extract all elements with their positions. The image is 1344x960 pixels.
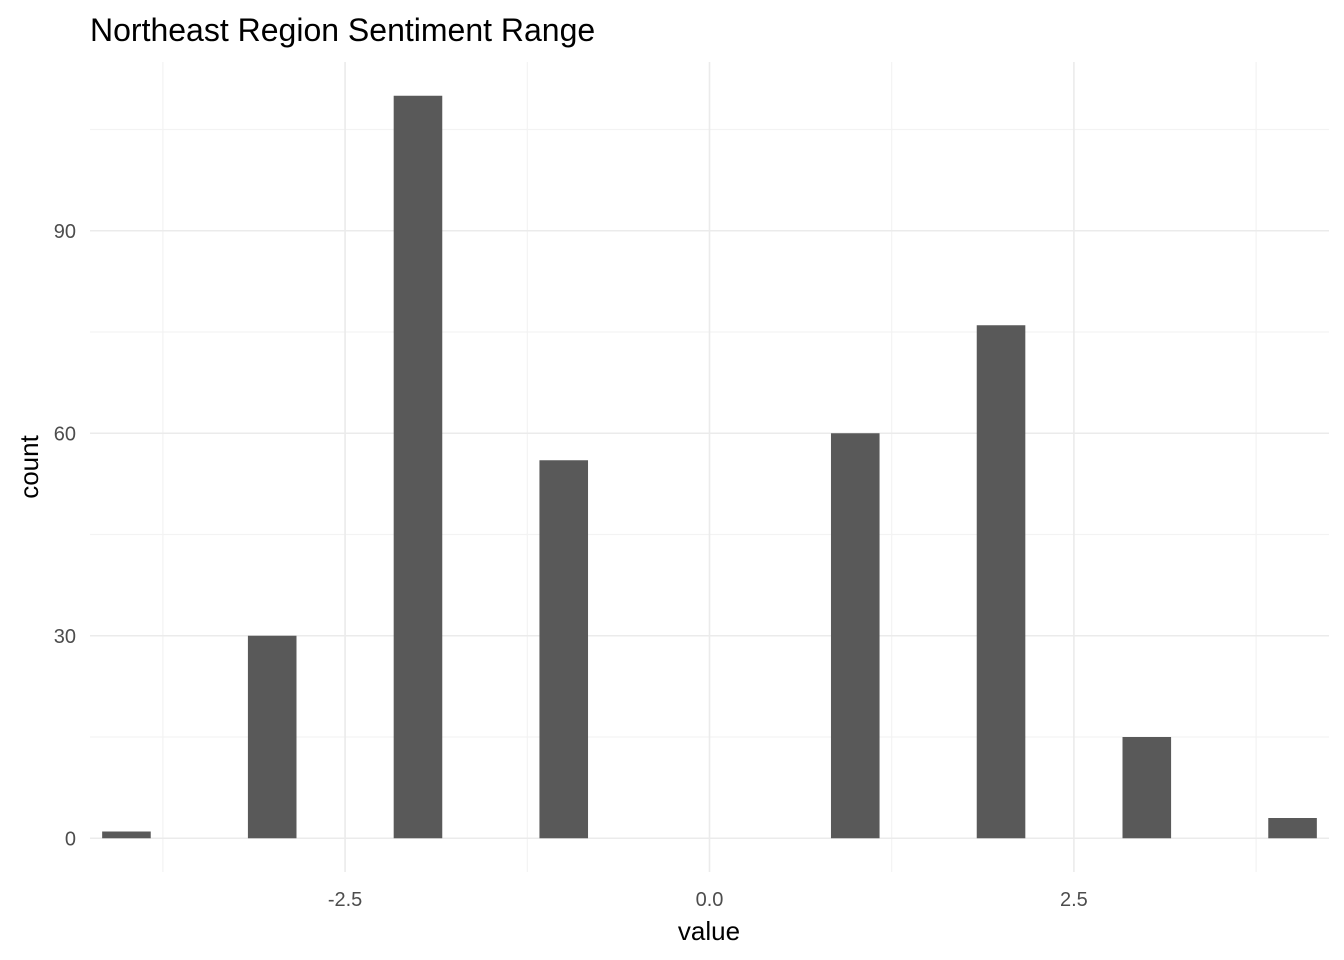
histogram-bar — [976, 325, 1026, 839]
y-axis-title: count — [14, 434, 44, 498]
histogram-bar — [830, 433, 880, 839]
tick-labels: -2.5 0.0 2.5 0 30 60 90 — [54, 221, 1088, 911]
bars — [102, 95, 1317, 839]
histogram-bar — [247, 635, 297, 839]
y-tick-label: 60 — [54, 423, 76, 445]
gridlines — [90, 62, 1329, 872]
y-tick-label: 90 — [54, 221, 76, 243]
x-tick-label: 2.5 — [1060, 889, 1088, 911]
histogram-bar — [1122, 737, 1172, 839]
x-axis-title: value — [678, 916, 740, 946]
histogram-bar — [1268, 818, 1317, 839]
histogram-bar — [102, 831, 151, 839]
x-tick-label: -2.5 — [328, 889, 362, 911]
x-tick-label: 0.0 — [696, 889, 724, 911]
y-tick-label: 0 — [65, 828, 76, 850]
histogram-bar — [393, 95, 443, 839]
y-tick-label: 30 — [54, 626, 76, 648]
histogram-bar — [539, 460, 589, 839]
chart-title: Northeast Region Sentiment Range — [90, 12, 595, 48]
